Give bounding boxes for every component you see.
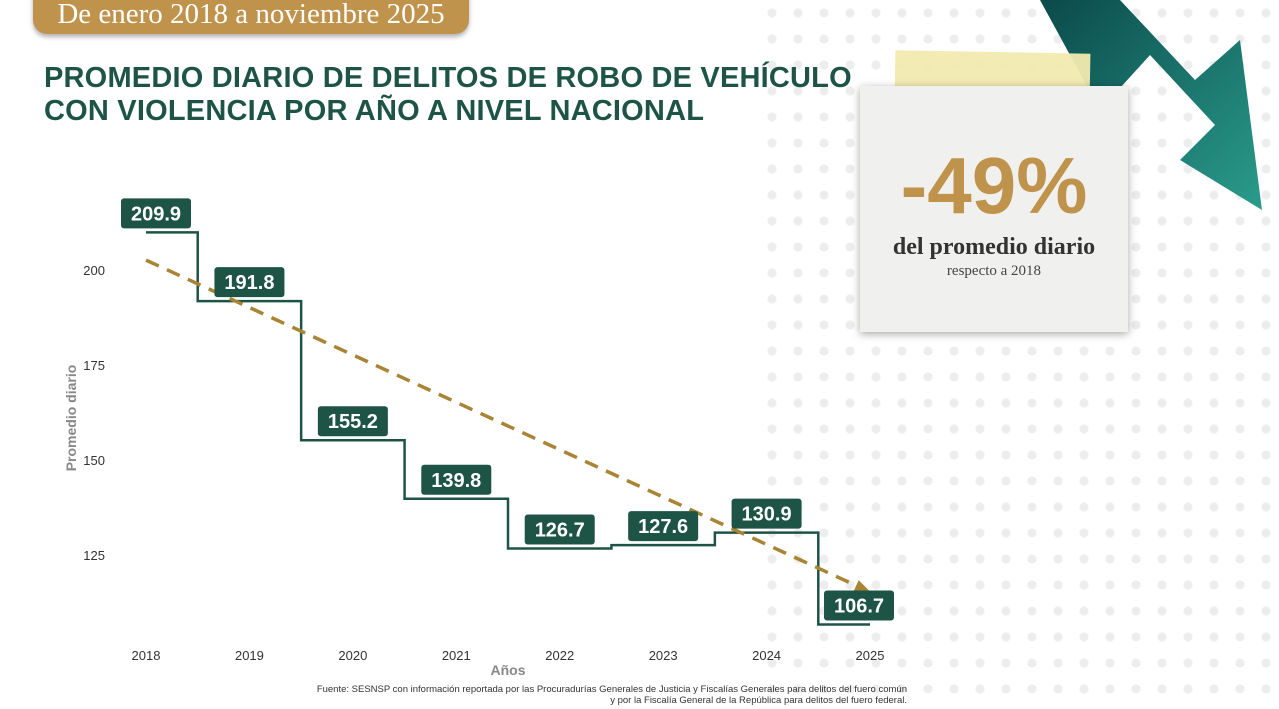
data-label: 127.6 [638, 516, 688, 538]
y-tick-label: 175 [83, 358, 105, 373]
callout-line-1: del promedio diario [892, 234, 1096, 260]
data-label-box [317, 406, 388, 437]
data-label-box [731, 498, 802, 529]
x-axis-label: Años [491, 662, 526, 678]
x-tick-label: 2022 [545, 648, 574, 663]
title-line-1: PROMEDIO DIARIO DE DELITOS DE ROBO DE VE… [44, 62, 852, 94]
y-tick-label: 125 [83, 548, 105, 563]
data-label-box [628, 511, 699, 542]
data-label: 106.7 [834, 596, 884, 618]
data-label: 191.8 [224, 272, 274, 294]
data-label-box [421, 464, 492, 495]
data-label-box [524, 514, 595, 545]
x-tick-label: 2021 [442, 648, 471, 663]
source-line-2: y por la Fiscalía General de la Repúblic… [610, 695, 907, 706]
x-tick-label: 2023 [649, 648, 678, 663]
x-tick-label: 2025 [856, 648, 885, 663]
page-title: PROMEDIO DIARIO DE DELITOS DE ROBO DE VE… [44, 62, 852, 128]
x-tick-label: 2019 [235, 648, 264, 663]
y-tick-label: 200 [83, 263, 105, 278]
data-label: 130.9 [742, 504, 792, 526]
x-tick-label: 2020 [338, 648, 367, 663]
data-label: 126.7 [535, 520, 585, 542]
data-label: 155.2 [328, 411, 378, 433]
data-label: 139.8 [431, 470, 481, 492]
trend-arrowhead [853, 580, 871, 593]
y-tick-label: 150 [83, 453, 105, 468]
date-range-banner: De enero 2018 a noviembre 2025 [33, 0, 469, 34]
x-tick-label: 2024 [752, 648, 781, 663]
title-line-2: CON VIOLENCIA POR AÑO A NIVEL NACIONAL [44, 95, 705, 127]
trend-line [145, 258, 859, 588]
callout-value: -49% [900, 141, 1088, 230]
data-label-box [824, 590, 895, 621]
source-line-1: Fuente: SESNSP con información reportada… [316, 684, 907, 695]
data-label: 209.9 [131, 203, 181, 225]
callout-card [860, 86, 1128, 332]
series-step-line [146, 231, 871, 626]
data-label-box [214, 267, 285, 298]
callout-line-2: respecto a 2018 [946, 263, 1042, 279]
source-note: Fuente: SESNSP con información reportada… [317, 684, 907, 706]
y-axis-label: Promedio diario [63, 365, 79, 472]
x-tick-label: 2018 [132, 648, 161, 663]
data-label-box [121, 198, 191, 229]
